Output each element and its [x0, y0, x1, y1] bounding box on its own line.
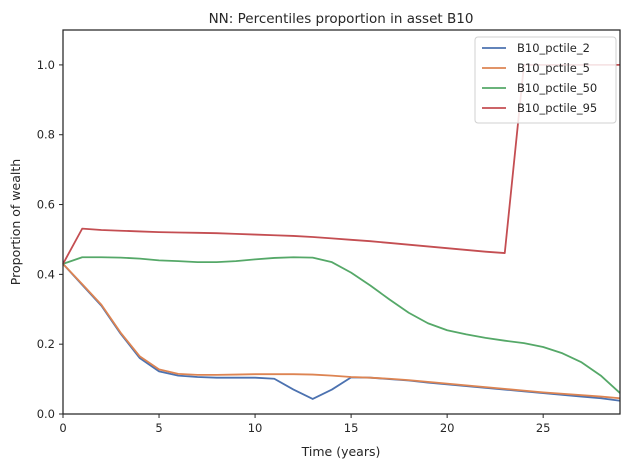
- chart-title: NN: Percentiles proportion in asset B10: [209, 11, 474, 27]
- x-axis: 0 5 10 15 20 25: [59, 414, 550, 435]
- x-tick-label: 0: [59, 421, 66, 435]
- y-tick-label: 0.6: [37, 198, 55, 212]
- y-tick-label: 0.4: [37, 267, 55, 281]
- x-tick-label: 5: [155, 421, 162, 435]
- plot-frame: [62, 29, 621, 415]
- legend-label: B10_pctile_95: [517, 101, 597, 115]
- x-tick-label: 20: [440, 421, 455, 435]
- y-axis-label: Proportion of wealth: [8, 159, 23, 285]
- legend: B10_pctile_2 B10_pctile_5 B10_pctile_50 B10…: [474, 36, 617, 124]
- legend-label: B10_pctile_2: [517, 41, 590, 55]
- x-tick-label: 25: [536, 421, 551, 435]
- series-line-b10-pctile-5: [62, 263, 621, 400]
- x-tick-label: 15: [344, 421, 359, 435]
- series-line-b10-pctile-50: [62, 256, 621, 394]
- y-tick-label: 0.0: [37, 407, 55, 421]
- x-tick-label: 10: [248, 421, 263, 435]
- legend-label: B10_pctile_50: [517, 81, 597, 95]
- y-tick-label: 1.0: [37, 58, 55, 72]
- legend-box: [474, 36, 617, 124]
- legend-label: B10_pctile_5: [517, 61, 590, 75]
- series-line-b10-pctile-2: [62, 263, 621, 402]
- y-tick-label: 0.2: [37, 337, 55, 351]
- y-axis: 0.0 0.2 0.4 0.6 0.8 1.0: [37, 58, 63, 421]
- x-axis-label: Time (years): [301, 444, 381, 459]
- y-tick-label: 0.8: [37, 128, 55, 142]
